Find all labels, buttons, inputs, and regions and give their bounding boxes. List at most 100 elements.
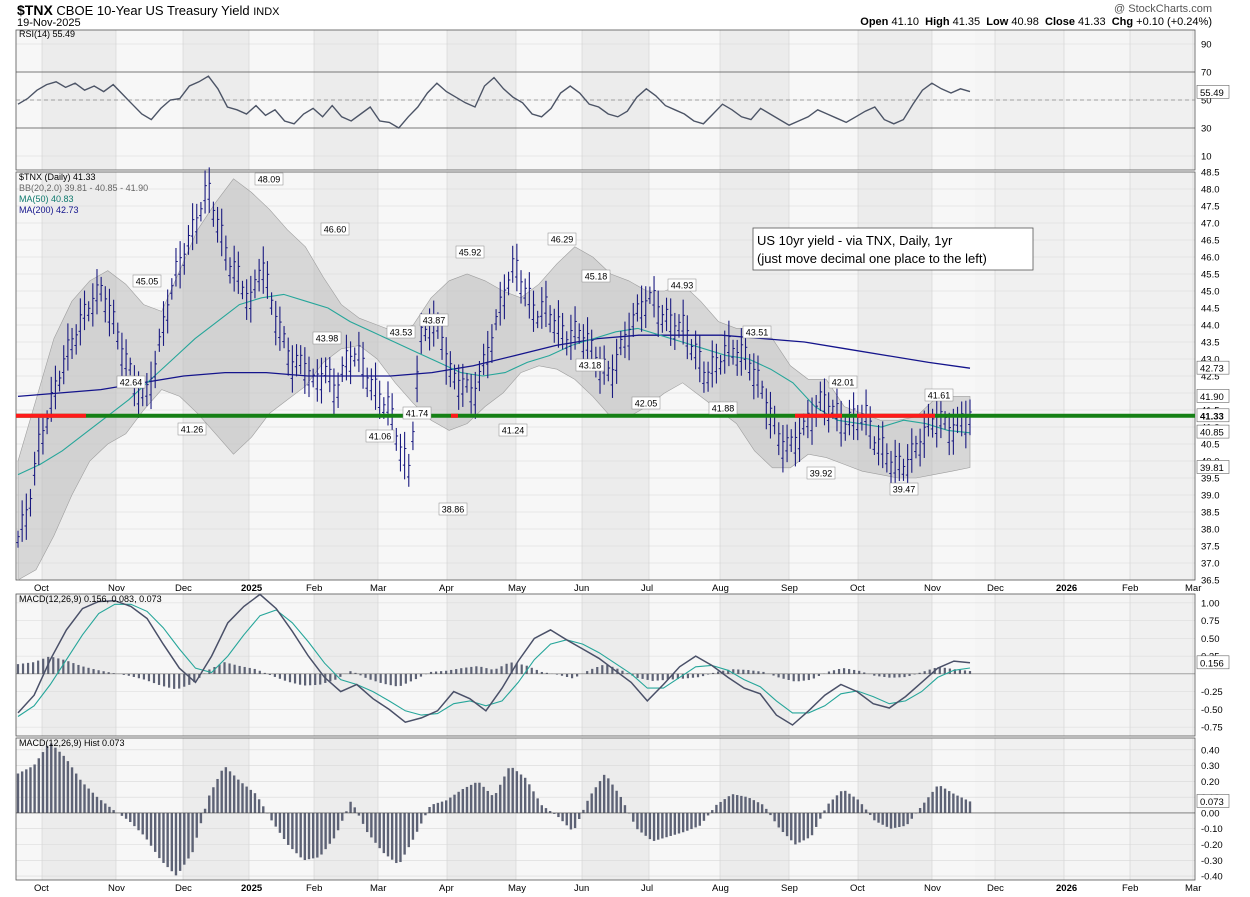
- price-bar: [643, 286, 648, 328]
- price-bar: [581, 324, 586, 364]
- x-tick-label: Nov: [924, 883, 941, 894]
- x-tick-label: 2025: [241, 883, 263, 894]
- y-tick-label: 36.5: [1201, 576, 1220, 587]
- y-tick-label: 47.0: [1201, 219, 1220, 230]
- x-tick-label: Dec: [175, 583, 192, 594]
- y-tick-label: -0.10: [1201, 824, 1223, 835]
- price-bar: [165, 289, 170, 334]
- price-bar: [473, 371, 478, 419]
- price-annotation: 43.98: [316, 334, 339, 344]
- price-bar: [303, 347, 307, 394]
- price-bar: [456, 364, 461, 410]
- price-bar: [789, 429, 794, 453]
- macd-line: [17, 593, 971, 726]
- price-bar: [61, 345, 66, 385]
- y-tick-label: 43.5: [1201, 338, 1220, 349]
- x-tick-label: Apr: [439, 583, 454, 594]
- y-tick-label: 44.5: [1201, 304, 1220, 315]
- annotation-box: [667, 278, 697, 292]
- price-bar: [893, 439, 897, 488]
- annotation-box: [924, 388, 954, 402]
- annotation-box: [365, 429, 395, 443]
- price-bar: [909, 428, 914, 473]
- price-bar: [190, 203, 195, 251]
- rsi-last-value-box: [1196, 85, 1230, 99]
- open-label: Open: [860, 16, 889, 28]
- price-bar: [219, 208, 224, 257]
- price-bar: [564, 331, 569, 356]
- price-bar: [618, 330, 623, 356]
- panel-border: [15, 593, 1196, 737]
- x-tick-label: Jun: [574, 883, 589, 894]
- x-tick-label: Oct: [34, 883, 49, 894]
- ma200-last-value: 42.73: [1200, 364, 1224, 375]
- price-legend: $TNX (Daily) 41.33: [19, 172, 96, 182]
- x-tick-label: 2026: [1056, 583, 1077, 594]
- y-tick-label: 90: [1201, 40, 1212, 51]
- annotation-box: [254, 172, 284, 186]
- x-tick-label: Sep: [781, 883, 798, 894]
- bb-mid-last-value-box: [1196, 424, 1230, 439]
- price-bar: [153, 350, 157, 389]
- price-bar: [257, 258, 261, 292]
- price-bar: [74, 324, 79, 355]
- price-bar: [161, 301, 166, 346]
- price-bar: [323, 357, 328, 384]
- price-bar: [444, 337, 448, 385]
- y-tick-label: 46.0: [1201, 253, 1220, 264]
- price-bar: [298, 345, 303, 375]
- hist-last-value-box: [1196, 794, 1230, 808]
- annotation-box: [438, 502, 468, 516]
- price-bar: [752, 353, 756, 400]
- price-bar: [282, 326, 286, 349]
- price-bar: [797, 417, 802, 462]
- price-bar: [897, 442, 902, 482]
- price-bar: [232, 245, 236, 292]
- price-annotation: 41.74: [406, 409, 429, 419]
- price-bar: [452, 364, 457, 390]
- price-bar: [203, 170, 207, 214]
- y-tick-label: 39.0: [1201, 491, 1220, 502]
- x-tick-label: Jul: [641, 583, 653, 594]
- y-tick-label: 38.0: [1201, 525, 1220, 536]
- y-tick-label: 37.0: [1201, 559, 1220, 570]
- price-bar: [20, 500, 24, 542]
- price-bar: [261, 246, 266, 294]
- hist-last-value: 0.073: [1200, 797, 1224, 808]
- price-bar: [348, 341, 353, 385]
- annotation-box: [116, 375, 146, 389]
- annotation-box: [575, 358, 605, 372]
- price-bar: [835, 388, 839, 432]
- price-bar: [635, 294, 640, 322]
- y-tick-label: 0.50: [1201, 634, 1220, 645]
- price-bar: [278, 306, 282, 351]
- price-bar: [502, 274, 507, 320]
- price-bar: [922, 410, 927, 458]
- chart-date: 19-Nov-2025: [17, 17, 81, 29]
- x-tick-label: Feb: [306, 583, 322, 594]
- annotation-box: [320, 222, 350, 236]
- month-band: [447, 738, 516, 880]
- price-bar: [527, 272, 532, 319]
- month-band: [314, 738, 378, 880]
- macd-legend: MACD(12,26,9) 0.156, 0.083, 0.073: [19, 594, 162, 604]
- price-bar: [481, 343, 486, 376]
- bb-lower-last-value-box: [1196, 460, 1230, 474]
- ma200-last-value-box: [1196, 360, 1230, 375]
- y-tick-label: 48.0: [1201, 185, 1220, 196]
- panel-border: [15, 737, 1196, 881]
- price-bar: [718, 354, 723, 375]
- chg-value: +0.10 (+0.24%): [1136, 16, 1212, 28]
- price-bar: [327, 357, 332, 393]
- price-annotation: 41.06: [369, 432, 392, 442]
- high-label: High: [925, 16, 950, 28]
- price-bar: [664, 297, 669, 332]
- price-bar: [889, 450, 893, 484]
- price-bar: [340, 356, 345, 383]
- price-bar: [461, 363, 465, 407]
- price-annotation: 43.87: [423, 316, 446, 326]
- price-bar: [249, 275, 253, 323]
- price-bar: [510, 245, 515, 283]
- price-annotation: 43.18: [579, 361, 602, 371]
- price-bar: [307, 356, 311, 398]
